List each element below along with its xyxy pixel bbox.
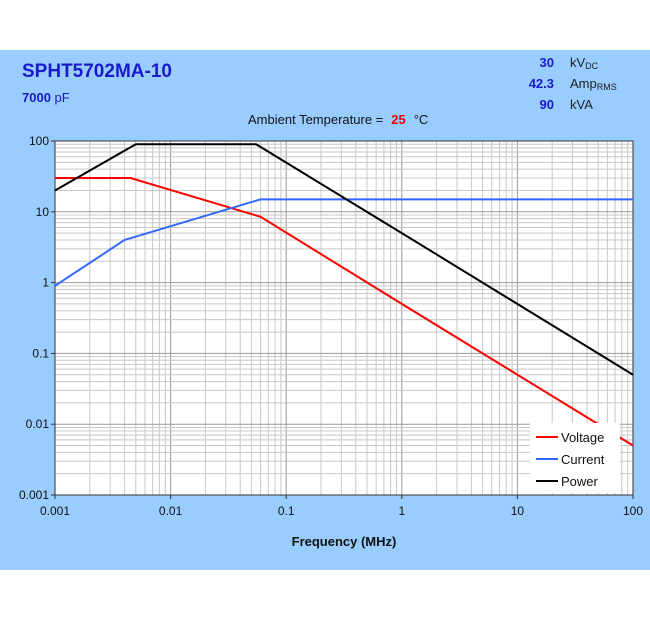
rating-value: 90 [539, 97, 554, 112]
y-tick-label: 0.01 [26, 417, 50, 431]
x-tick-label: 0.001 [40, 504, 70, 518]
capacitance-unit: pF [54, 90, 70, 105]
y-tick-label: 100 [29, 134, 49, 148]
rating-value: 30 [539, 55, 554, 70]
x-tick-label: 0.1 [278, 504, 295, 518]
rating-unit: AmpRMS [570, 76, 617, 92]
series-line-voltage [55, 177, 634, 447]
series-line-power [54, 143, 634, 376]
ambient-label: Ambient Temperature = [248, 112, 384, 127]
plot-border [54, 140, 634, 496]
rating-value: 42.3 [528, 76, 554, 91]
part-number-title: SPHT5702MA-10 [22, 61, 172, 82]
x-tick-label: 10 [511, 504, 525, 518]
x-axis-label: Frequency (MHz) [292, 534, 397, 549]
legend-label: Voltage [561, 430, 604, 445]
x-tick-label: 1 [398, 504, 405, 518]
y-tick-label: 10 [36, 205, 50, 219]
legend-label: Power [561, 474, 599, 489]
legend-label: Current [561, 452, 605, 467]
x-tick-label: 0.01 [159, 504, 183, 518]
capacitance-value: 7000 [22, 90, 51, 105]
series-line-current [54, 198, 633, 287]
capacitance: 7000 pF [22, 90, 70, 105]
rating-unit: kVDC [570, 55, 599, 71]
y-tick-label: 0.001 [19, 488, 49, 502]
y-tick-label: 1 [42, 276, 49, 290]
ambient-value: 25 [391, 112, 406, 127]
ambient-unit: °C [413, 112, 429, 127]
ambient-temperature: Ambient Temperature = 25 °C [248, 112, 428, 127]
rating-unit: kVA [570, 97, 593, 112]
x-tick-label: 100 [623, 504, 643, 518]
y-tick-label: 0.1 [32, 346, 49, 360]
